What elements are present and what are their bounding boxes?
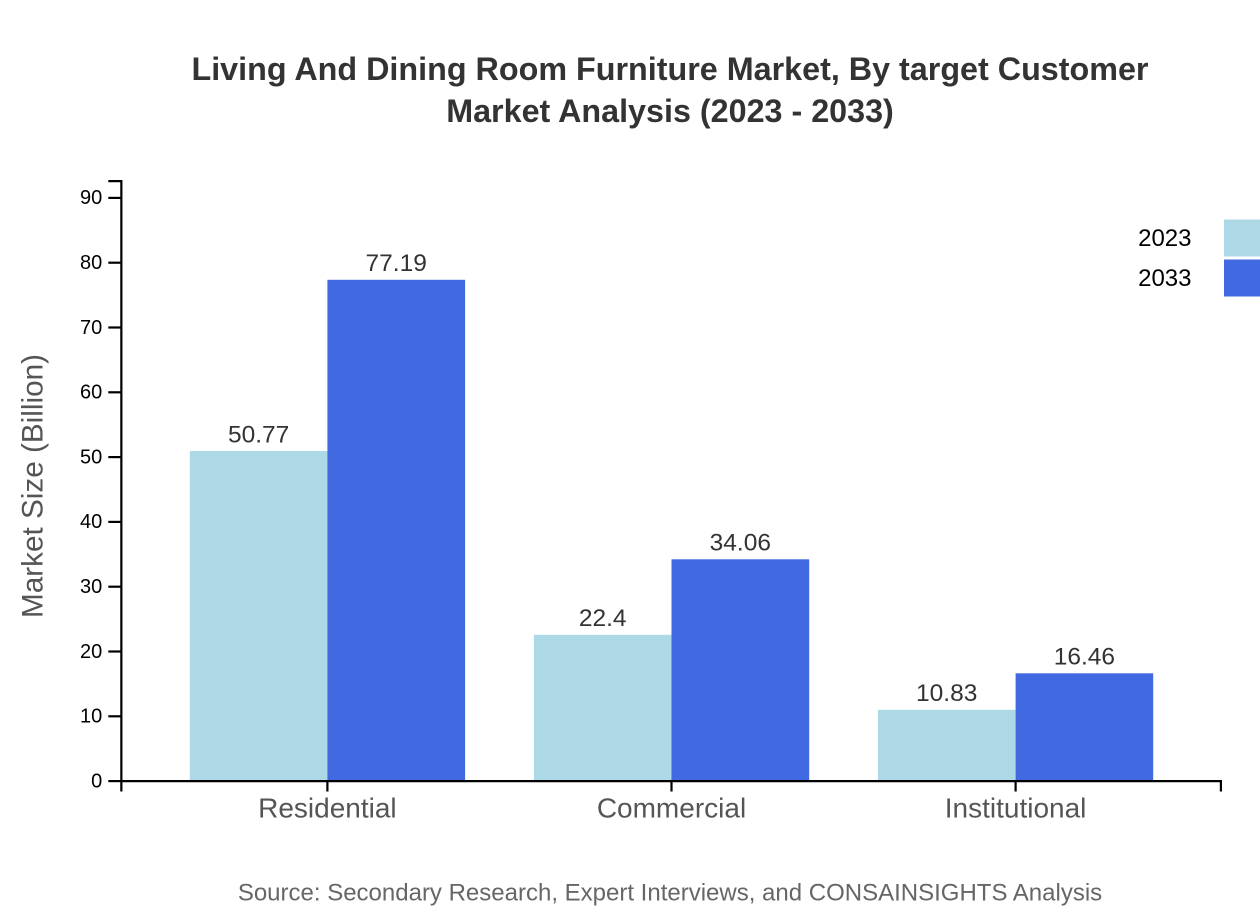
svg-text:77.19: 77.19: [366, 250, 427, 277]
svg-text:22.4: 22.4: [579, 605, 627, 632]
svg-text:70: 70: [80, 317, 102, 339]
svg-text:Market Analysis (2023 - 2033): Market Analysis (2023 - 2033): [446, 93, 894, 129]
svg-text:10: 10: [80, 706, 102, 728]
svg-text:0: 0: [91, 770, 102, 792]
svg-text:20: 20: [80, 641, 102, 663]
svg-text:Commercial: Commercial: [597, 793, 746, 824]
svg-text:Residential: Residential: [258, 793, 397, 824]
svg-text:Market Size (Billion): Market Size (Billion): [16, 354, 49, 618]
svg-text:50: 50: [80, 446, 102, 468]
svg-text:2033: 2033: [1138, 265, 1191, 292]
svg-text:80: 80: [80, 252, 102, 274]
svg-text:2023: 2023: [1138, 225, 1191, 252]
svg-text:Source: Secondary Research, Ex: Source: Secondary Research, Expert Inter…: [238, 879, 1102, 906]
svg-text:40: 40: [80, 511, 102, 533]
svg-text:90: 90: [80, 187, 102, 209]
svg-text:34.06: 34.06: [710, 530, 771, 557]
svg-text:60: 60: [80, 382, 102, 404]
svg-text:Institutional: Institutional: [945, 793, 1087, 824]
svg-text:Living And Dining Room Furnitu: Living And Dining Room Furniture Market,…: [191, 51, 1148, 87]
svg-text:16.46: 16.46: [1054, 644, 1115, 671]
svg-text:30: 30: [80, 576, 102, 598]
svg-text:50.77: 50.77: [228, 421, 289, 448]
svg-text:10.83: 10.83: [916, 680, 977, 707]
